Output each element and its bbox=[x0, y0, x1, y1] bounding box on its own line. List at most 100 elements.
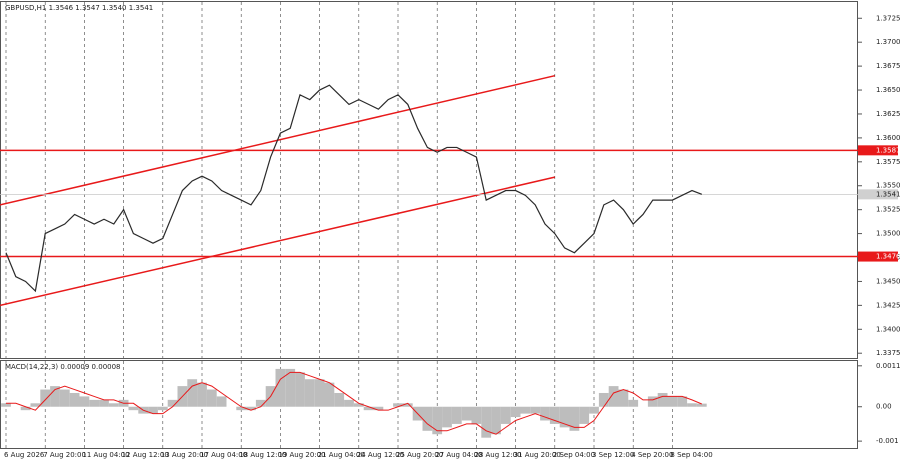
macd-bar bbox=[334, 392, 345, 407]
y-tick-label: 1.3400 bbox=[876, 325, 900, 333]
y-tick-label: 1.3625 bbox=[876, 110, 900, 118]
macd-bar bbox=[481, 406, 492, 438]
x-tick-label: 25 Aug 20:00 bbox=[396, 451, 443, 459]
y-tick-label: 1.3550 bbox=[876, 182, 900, 190]
macd-bar bbox=[69, 392, 80, 407]
macd-bar bbox=[304, 379, 315, 407]
macd-bar bbox=[402, 403, 413, 407]
macd-bar bbox=[236, 406, 247, 411]
y-tick-label: 1.3500 bbox=[876, 230, 900, 238]
macd-bar bbox=[324, 382, 335, 407]
price-panel-frame bbox=[0, 1, 858, 359]
macd-bar bbox=[579, 406, 590, 424]
macd-bar bbox=[40, 389, 51, 407]
x-tick-label: 17 Aug 04:00 bbox=[200, 451, 247, 459]
macd-bar bbox=[197, 382, 207, 407]
level-label-box bbox=[858, 251, 898, 262]
macd-bar bbox=[500, 406, 511, 424]
macd-bar bbox=[30, 403, 41, 407]
macd-bar bbox=[108, 403, 119, 407]
macd-bar bbox=[216, 396, 227, 407]
y-tick-label: 1.3600 bbox=[876, 134, 900, 142]
macd-bar bbox=[255, 399, 266, 407]
macd-bar bbox=[628, 399, 639, 407]
macd-bar bbox=[99, 399, 109, 407]
macd-bar bbox=[275, 368, 286, 407]
x-tick-label: 11 Aug 04:00 bbox=[82, 451, 129, 459]
macd-bar bbox=[696, 403, 707, 407]
macd-bar bbox=[353, 403, 364, 407]
macd-bar bbox=[314, 379, 325, 407]
macd-bar bbox=[471, 406, 482, 424]
y-tick-label: 1.3525 bbox=[876, 206, 900, 214]
macd-bar bbox=[657, 392, 668, 407]
x-tick-label: 27 Aug 04:00 bbox=[435, 451, 482, 459]
price-title: GBPUSD,H1 1.3546 1.3547 1.3540 1.3541 bbox=[5, 4, 153, 12]
level-label-box bbox=[858, 145, 898, 156]
macd-bar bbox=[167, 399, 178, 407]
macd-bar bbox=[246, 406, 256, 411]
macd-bar bbox=[442, 406, 452, 428]
macd-bar bbox=[295, 372, 305, 407]
macd-bar bbox=[667, 396, 678, 407]
level-label: 1.3476 bbox=[876, 253, 900, 261]
macd-bar bbox=[530, 406, 541, 414]
macd-bar bbox=[363, 406, 374, 411]
y-tick-label: 1.3425 bbox=[876, 301, 900, 309]
x-tick-label: 28 Aug 12:00 bbox=[474, 451, 521, 459]
x-tick-label: 12 Aug 12:00 bbox=[122, 451, 169, 459]
y-tick-label: 0.00 bbox=[876, 403, 892, 411]
macd-bar bbox=[549, 406, 560, 424]
macd-bar bbox=[598, 392, 609, 407]
macd-bar bbox=[491, 406, 501, 435]
macd-bar bbox=[451, 406, 462, 424]
macd-bar bbox=[647, 396, 658, 407]
macd-bar bbox=[393, 403, 403, 407]
y-tick-label: -0.001 bbox=[876, 437, 899, 445]
macd-bar bbox=[589, 406, 599, 414]
macd-bar bbox=[187, 379, 198, 407]
x-tick-label: 18 Aug 12:00 bbox=[239, 451, 286, 459]
macd-bar bbox=[608, 386, 619, 407]
y-tick-label: 1.3450 bbox=[876, 277, 900, 285]
x-tick-label: 13 Aug 20:00 bbox=[161, 451, 208, 459]
x-tick-label: 8 Sep 04:00 bbox=[670, 451, 712, 459]
x-tick-label: 6 Aug 2026 bbox=[4, 451, 45, 459]
macd-bar bbox=[569, 406, 580, 431]
macd-bar bbox=[148, 406, 158, 414]
macd-bar bbox=[687, 403, 697, 407]
macd-bar bbox=[540, 406, 550, 421]
y-tick-label: 1.3675 bbox=[876, 62, 900, 70]
macd-bar bbox=[285, 368, 296, 407]
y-tick-label: 1.3725 bbox=[876, 14, 900, 22]
current-price-label: 1.3541 bbox=[876, 190, 900, 198]
x-tick-label: 24 Aug 12:00 bbox=[357, 451, 404, 459]
y-tick-label: 1.3650 bbox=[876, 86, 900, 94]
macd-bar bbox=[206, 389, 217, 407]
y-tick-label: 1.3700 bbox=[876, 38, 900, 46]
x-tick-label: 4 Sep 20:00 bbox=[631, 451, 673, 459]
macd-bar bbox=[50, 386, 60, 407]
x-tick-label: 3 Sep 12:00 bbox=[592, 451, 634, 459]
macd-bar bbox=[559, 406, 570, 428]
macd-bar bbox=[1, 403, 11, 407]
x-tick-label: 21 Aug 04:00 bbox=[318, 451, 365, 459]
macd-bar bbox=[461, 406, 472, 421]
macd-panel-frame bbox=[0, 360, 858, 449]
y-tick-label: 1.3375 bbox=[876, 349, 900, 357]
macd-bar bbox=[89, 399, 100, 407]
x-tick-label: 19 Aug 20:00 bbox=[278, 451, 325, 459]
macd-bar bbox=[422, 406, 433, 431]
level-label: 1.3587 bbox=[876, 146, 900, 154]
channel-line bbox=[0, 176, 555, 307]
macd-bar bbox=[20, 406, 31, 411]
macd-bar bbox=[344, 399, 354, 407]
price-line bbox=[5, 84, 703, 293]
macd-bar bbox=[520, 406, 531, 414]
macd-bar bbox=[128, 406, 139, 411]
x-tick-label: 31 Aug 20:00 bbox=[514, 451, 561, 459]
macd-bar bbox=[510, 406, 521, 418]
macd-bar bbox=[432, 406, 443, 435]
